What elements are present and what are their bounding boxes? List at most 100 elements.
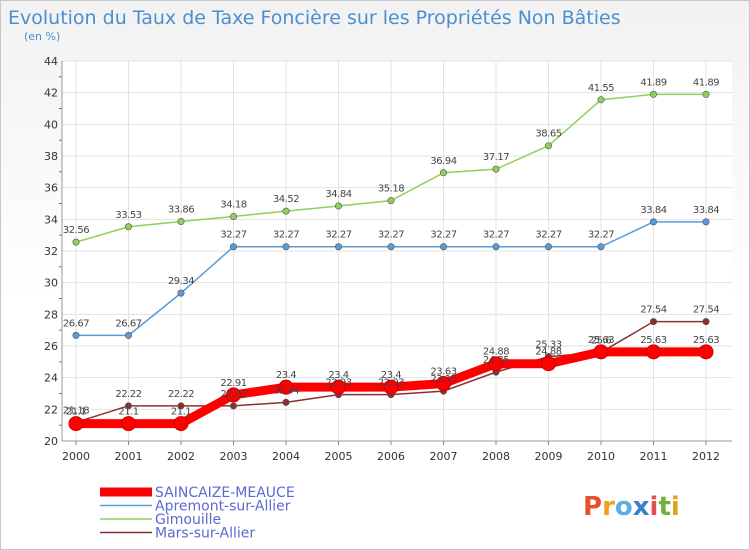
x-tick-label: 2007 bbox=[430, 450, 458, 463]
data-label-saincaize-meauce: 21.1 bbox=[66, 407, 86, 418]
data-point-apremont-sur-allier bbox=[649, 218, 657, 226]
x-tick-label: 2006 bbox=[377, 450, 405, 463]
data-label-gimouille: 34.18 bbox=[220, 199, 246, 210]
data-point-saincaize-meauce bbox=[278, 379, 294, 395]
data-point-gimouille bbox=[597, 96, 605, 104]
data-label-apremont-sur-allier: 32.27 bbox=[430, 230, 456, 241]
legend-label-gimouille: Gimouille bbox=[155, 512, 221, 528]
y-tick-label: 42 bbox=[44, 87, 58, 100]
x-tick-label: 2003 bbox=[220, 450, 248, 463]
data-label-apremont-sur-allier: 26.67 bbox=[63, 318, 89, 329]
data-point-apremont-sur-allier bbox=[702, 218, 710, 226]
logo-letter: P bbox=[583, 492, 602, 522]
data-label-gimouille: 38.65 bbox=[535, 129, 561, 140]
data-point-saincaize-meauce bbox=[226, 387, 241, 403]
data-point-saincaize-meauce bbox=[383, 379, 399, 395]
data-label-gimouille: 41.89 bbox=[640, 77, 666, 88]
data-point-mars-sur-allier bbox=[177, 402, 185, 410]
data-label-apremont-sur-allier: 32.27 bbox=[588, 230, 614, 241]
data-label-apremont-sur-allier: 32.27 bbox=[273, 230, 299, 241]
data-point-saincaize-meauce bbox=[646, 344, 661, 360]
data-label-mars-sur-allier: 22.22 bbox=[115, 389, 141, 400]
legend-label-saincaize-meauce: SAINCAIZE-MEAUCE bbox=[155, 485, 295, 501]
data-label-gimouille: 33.53 bbox=[115, 210, 141, 221]
y-tick-label: 26 bbox=[44, 340, 58, 353]
data-point-apremont-sur-allier bbox=[230, 243, 238, 251]
data-label-mars-sur-allier: 22.93 bbox=[325, 378, 351, 389]
x-tick-label: 2011 bbox=[640, 450, 668, 463]
data-point-gimouille bbox=[702, 90, 710, 98]
x-tick-label: 2009 bbox=[535, 450, 563, 463]
y-tick-label: 32 bbox=[44, 245, 58, 258]
y-tick-label: 44 bbox=[44, 55, 58, 68]
data-label-saincaize-meauce: 24.88 bbox=[483, 347, 509, 358]
legend: SAINCAIZE-MEAUCEApremont-sur-AllierGimou… bbox=[100, 485, 295, 542]
y-tick-label: 20 bbox=[44, 435, 58, 448]
logo-letter: r bbox=[602, 492, 615, 522]
data-label-mars-sur-allier: 25.6 bbox=[591, 335, 611, 346]
y-tick-label: 40 bbox=[44, 118, 58, 131]
data-point-apremont-sur-allier bbox=[492, 243, 500, 251]
y-tick-label: 28 bbox=[44, 308, 58, 321]
data-label-apremont-sur-allier: 32.27 bbox=[483, 230, 509, 241]
logo-letter: o bbox=[615, 492, 633, 522]
data-label-apremont-sur-allier: 32.27 bbox=[220, 230, 246, 241]
x-tick-label: 2008 bbox=[482, 450, 510, 463]
logo-letter: i bbox=[671, 492, 680, 522]
data-point-saincaize-meauce bbox=[593, 344, 609, 360]
data-point-gimouille bbox=[72, 238, 80, 246]
x-tick-label: 2000 bbox=[62, 450, 90, 463]
axes: 20 22 24 26 28 30 32 34 36 38 40 42 44 2000 2001 2002 20… bbox=[44, 55, 732, 463]
data-label-apremont-sur-allier: 26.67 bbox=[115, 318, 141, 329]
proxiti-logo: Proxiti bbox=[583, 492, 680, 522]
data-label-apremont-sur-allier: 33.84 bbox=[640, 205, 666, 216]
data-label-gimouille: 34.52 bbox=[273, 194, 299, 205]
y-tick-label: 30 bbox=[44, 277, 58, 290]
data-label-mars-sur-allier: 27.54 bbox=[693, 305, 719, 316]
legend-label-mars-sur-allier: Mars-sur-Allier bbox=[155, 526, 255, 542]
data-label-mars-sur-allier: 22.22 bbox=[168, 389, 194, 400]
x-tick-label: 2002 bbox=[167, 450, 195, 463]
y-tick-label: 36 bbox=[44, 182, 58, 195]
data-point-gimouille bbox=[649, 90, 657, 98]
data-label-gimouille: 35.18 bbox=[378, 184, 404, 195]
data-point-gimouille bbox=[387, 197, 395, 205]
logo-letter: i bbox=[650, 492, 659, 522]
data-label-mars-sur-allier: 23.15 bbox=[430, 374, 456, 385]
data-label-mars-sur-allier: 27.54 bbox=[640, 305, 666, 316]
data-label-gimouille: 33.86 bbox=[168, 205, 194, 216]
data-point-apremont-sur-allier bbox=[387, 243, 395, 251]
data-point-apremont-sur-allier bbox=[439, 243, 447, 251]
data-label-mars-sur-allier: 22.44 bbox=[273, 385, 299, 396]
data-point-apremont-sur-allier bbox=[177, 289, 185, 297]
data-point-gimouille bbox=[177, 218, 185, 226]
data-point-gimouille bbox=[492, 165, 500, 173]
data-point-gimouille bbox=[230, 212, 238, 220]
data-label-saincaize-meauce: 22.91 bbox=[220, 378, 246, 389]
data-label-mars-sur-allier: 22.93 bbox=[378, 378, 404, 389]
data-label-saincaize-meauce: 23.4 bbox=[381, 370, 401, 381]
data-point-saincaize-meauce bbox=[436, 376, 451, 392]
data-label-saincaize-meauce: 25.63 bbox=[588, 335, 614, 346]
data-point-gimouille bbox=[125, 223, 133, 231]
data-label-gimouille: 36.94 bbox=[430, 156, 456, 167]
data-point-apremont-sur-allier bbox=[334, 243, 342, 251]
data-point-saincaize-meauce bbox=[488, 356, 504, 372]
data-label-mars-sur-allier: 21.18 bbox=[63, 405, 89, 416]
data-point-apremont-sur-allier bbox=[125, 331, 133, 339]
logo-letter: t bbox=[658, 492, 670, 522]
chart-title: Evolution du Taux de Taxe Foncière sur l… bbox=[8, 7, 621, 29]
y-tick-label: 34 bbox=[44, 213, 58, 226]
data-point-saincaize-meauce bbox=[173, 416, 189, 432]
data-point-mars-sur-allier bbox=[230, 402, 238, 410]
data-label-saincaize-meauce: 23.4 bbox=[276, 370, 296, 381]
x-tick-label: 2010 bbox=[587, 450, 615, 463]
data-label-apremont-sur-allier: 29.34 bbox=[168, 276, 194, 287]
data-point-gimouille bbox=[282, 207, 290, 215]
x-tick-label: 2012 bbox=[692, 450, 720, 463]
data-point-saincaize-meauce bbox=[121, 416, 136, 432]
x-tick-label: 2005 bbox=[325, 450, 353, 463]
data-point-saincaize-meauce bbox=[68, 416, 84, 432]
